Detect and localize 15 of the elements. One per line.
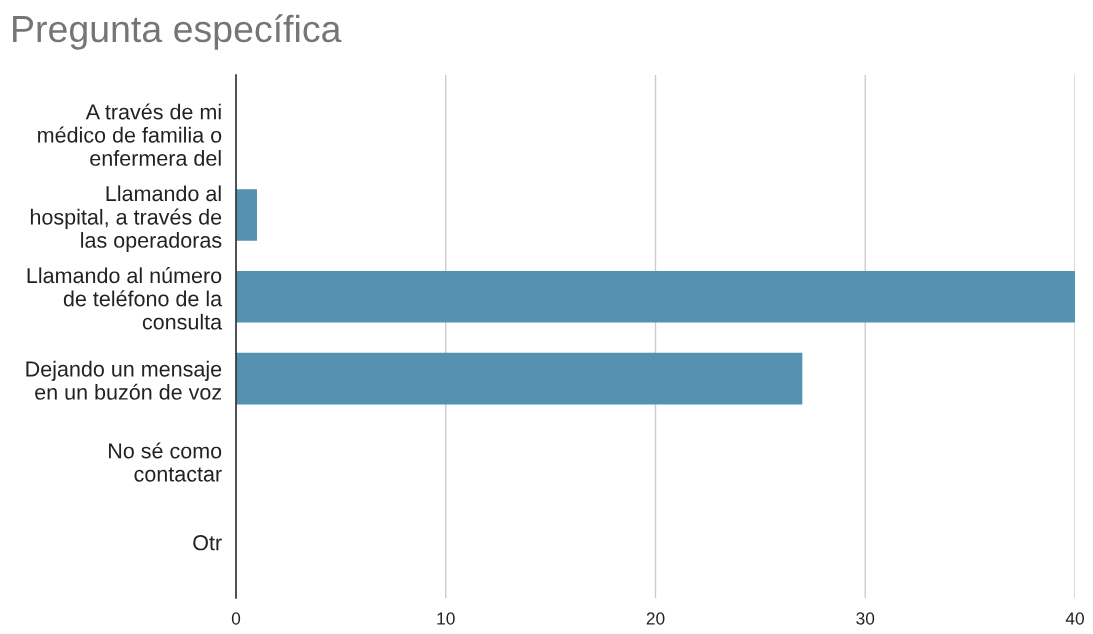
y-tick-label: A través de mi médico de familia o enfermera del	[38, 103, 222, 166]
x-tick-label: 20	[646, 612, 665, 625]
y-tick-label: Llamando al hospital, a través de las operadoras	[30, 185, 222, 253]
y-tick-label: Llamando al número de teléfono de la consulta	[27, 267, 223, 330]
bar	[236, 352, 803, 405]
x-tick-label: 0	[231, 612, 241, 625]
y-tick-label: Otr	[193, 535, 222, 551]
x-tick-label: 40	[1065, 612, 1084, 625]
bar	[236, 189, 257, 241]
y-tick-label: No sé como contactar	[109, 442, 222, 482]
x-tick-label: 30	[856, 612, 875, 625]
bar	[236, 271, 1075, 323]
x-tick-label: 10	[437, 612, 455, 625]
y-tick-label: Dejando un mensaje en un buzón de voz	[26, 360, 222, 400]
chart-title: Pregunta específica	[13, 14, 342, 50]
